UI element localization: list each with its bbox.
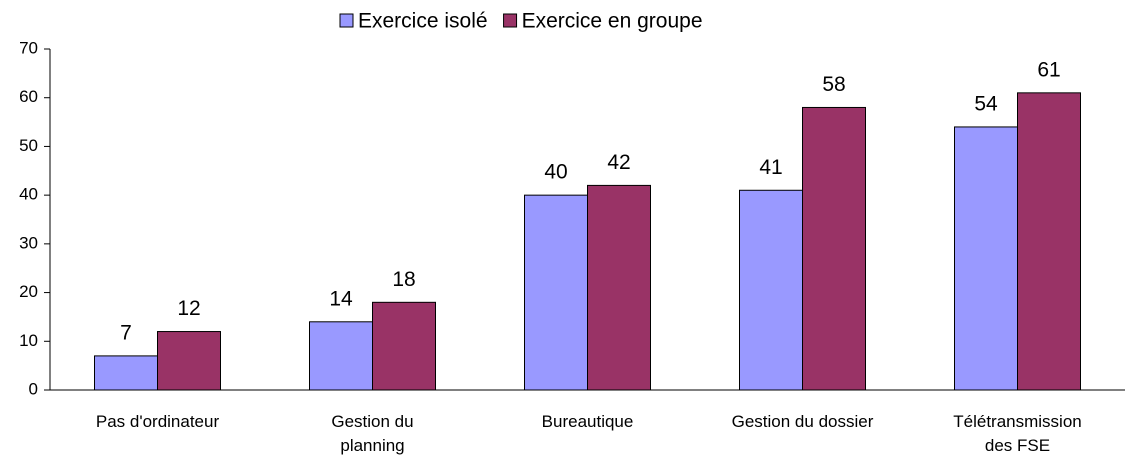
y-tick-label: 50 [19,136,38,155]
bar [587,184,651,391]
bar [94,355,158,391]
data-label: 54 [974,92,998,115]
y-tick-label: 20 [19,282,38,301]
y-tick-label: 40 [19,185,38,204]
data-label: 42 [607,151,630,174]
legend-swatch [339,13,354,28]
x-tick-label: Gestion du dossier [731,412,874,431]
y-tick-label: 70 [19,38,38,57]
y-tick-label: 10 [19,331,38,350]
legend-swatch [503,13,518,28]
data-label: 14 [329,287,353,310]
data-label: 61 [1037,58,1060,81]
data-label: 18 [392,268,415,291]
x-tick-label: Télétransmission des FSE [953,412,1082,455]
bar [157,331,221,391]
bar [372,301,436,391]
bar [802,106,866,391]
legend-label: Exercice isolé [358,10,488,33]
legend-label: Exercice en groupe [522,10,703,33]
bar [1017,92,1081,391]
data-label: 7 [120,321,132,344]
bar [954,126,1018,391]
data-label: 58 [822,73,845,96]
data-label: 41 [759,156,782,179]
bar [309,321,373,391]
bar [524,194,588,391]
data-label: 12 [177,297,200,320]
x-tick-label: Pas d'ordinateur [95,412,220,431]
y-tick-label: 60 [19,87,38,106]
x-tick-label: Gestion du planning [331,412,414,455]
y-tick-label: 0 [29,379,38,398]
bar [739,189,803,391]
y-tick-label: 30 [19,233,38,252]
x-tick-label: Bureautique [541,412,634,431]
data-label: 40 [544,161,567,184]
